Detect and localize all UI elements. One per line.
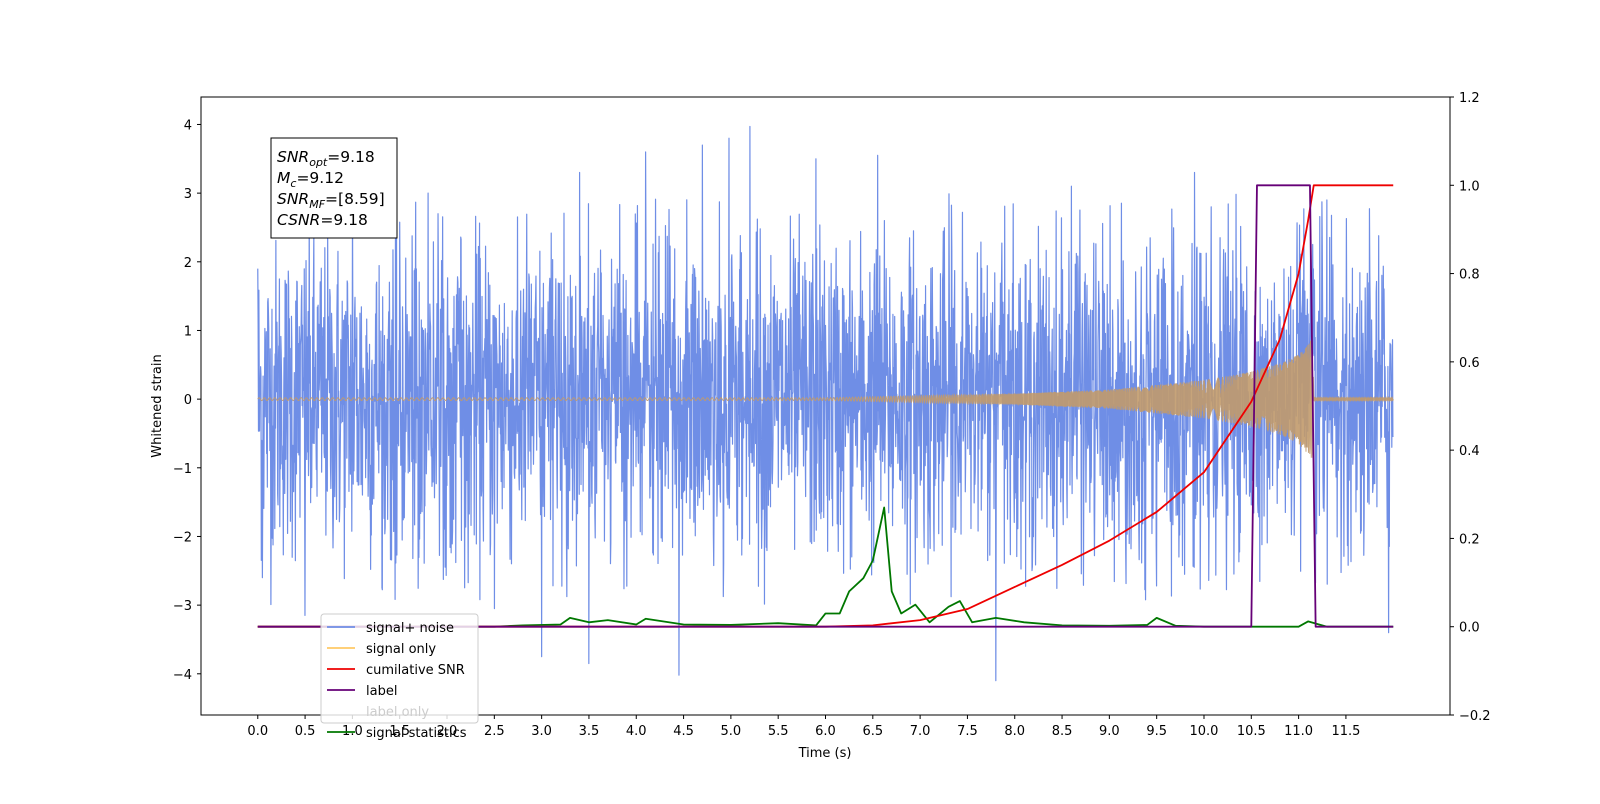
y-left-tick-label: 1 xyxy=(184,324,192,339)
y-right-tick-label: 0.6 xyxy=(1459,356,1480,371)
series-cumulative-snr xyxy=(257,184,1394,628)
x-tick-label: 9.0 xyxy=(1099,724,1120,739)
y-axis-label: Whitened strain xyxy=(150,354,165,457)
x-tick-label: 4.0 xyxy=(626,724,647,739)
annotation-frame xyxy=(270,137,398,239)
legend-label: label xyxy=(366,684,397,699)
y-right-tick-label: 0.8 xyxy=(1459,268,1480,283)
y-left-tick-label: −2 xyxy=(173,530,192,545)
series-signal-noise xyxy=(257,125,1394,682)
annotation-line: SNRMF=[8.59] xyxy=(277,190,385,211)
series-label xyxy=(257,184,1394,628)
y-left-tick-label: 0 xyxy=(184,393,192,408)
x-tick-label: 10.0 xyxy=(1190,724,1219,739)
x-tick-label: 1.5 xyxy=(389,724,410,739)
series-signal-only xyxy=(257,340,1394,458)
annotation-line: CSNR=9.18 xyxy=(277,211,368,229)
x-tick-label: 0.0 xyxy=(247,724,268,739)
legend-label: signal+ noise xyxy=(366,621,454,636)
y-left-tick-label: −1 xyxy=(173,462,192,477)
series-signal-statistics xyxy=(257,506,1394,628)
y-left-tick-label: −3 xyxy=(173,599,192,614)
x-tick-label: 6.5 xyxy=(862,724,883,739)
x-tick-label: 7.0 xyxy=(910,724,931,739)
y-right-tick-label: 0.0 xyxy=(1459,621,1480,636)
x-tick-label: 9.5 xyxy=(1146,724,1167,739)
x-tick-label: 3.0 xyxy=(531,724,552,739)
y-right-tick-label: 1.2 xyxy=(1459,91,1480,106)
y-right-tick-label: 0.4 xyxy=(1459,444,1480,459)
y-axis-right-ticks: 1.2 1.0 0.8 0.6 0.4 0.2 0.0 −0.2 xyxy=(1450,91,1491,724)
x-tick-label: 7.5 xyxy=(957,724,978,739)
legend-label: label only xyxy=(366,705,429,720)
y-left-tick-label: 3 xyxy=(184,187,192,202)
x-tick-label: 2.0 xyxy=(437,724,458,739)
y-right-tick-label: −0.2 xyxy=(1459,709,1491,724)
y-right-tick-label: 0.2 xyxy=(1459,532,1480,547)
x-tick-label: 4.5 xyxy=(673,724,694,739)
legend-frame xyxy=(320,613,479,724)
x-tick-label: 8.0 xyxy=(1004,724,1025,739)
x-axis-label: Time (s) xyxy=(798,746,852,761)
x-tick-label: 10.5 xyxy=(1237,724,1266,739)
y-axis-left-ticks: 4 3 2 1 0 −1 −2 −3 −4 xyxy=(173,118,201,683)
x-tick-label: 5.5 xyxy=(768,724,789,739)
x-tick-label: 6.0 xyxy=(815,724,836,739)
x-tick-label: 11.0 xyxy=(1284,724,1313,739)
y-left-tick-label: 2 xyxy=(184,256,192,271)
y-right-tick-label: 1.0 xyxy=(1459,179,1480,194)
series-layer xyxy=(257,125,1394,682)
x-tick-label: 3.5 xyxy=(579,724,600,739)
legend-label: signal statistics xyxy=(366,726,467,741)
y-left-tick-label: 4 xyxy=(184,118,192,133)
x-tick-label: 0.5 xyxy=(295,724,316,739)
legend: signal+ noise signal only cumilative SNR la… xyxy=(320,613,479,741)
x-tick-label: 2.5 xyxy=(484,724,505,739)
x-tick-label: 8.5 xyxy=(1052,724,1073,739)
x-axis-ticks: 0.0 0.5 1.0 1.5 2.0 2.5 3.0 3.5 4.0 4.5 5.0 5.5 6.0 6… xyxy=(247,715,1360,739)
x-tick-label: 11.5 xyxy=(1331,724,1360,739)
y-left-tick-label: −4 xyxy=(173,668,192,683)
annotation-line: SNRopt=9.18 xyxy=(277,148,375,169)
annotation-line: Mc=9.12 xyxy=(277,169,344,190)
legend-label: signal only xyxy=(366,642,436,657)
legend-label: cumilative SNR xyxy=(366,663,465,678)
x-tick-label: 5.0 xyxy=(721,724,742,739)
